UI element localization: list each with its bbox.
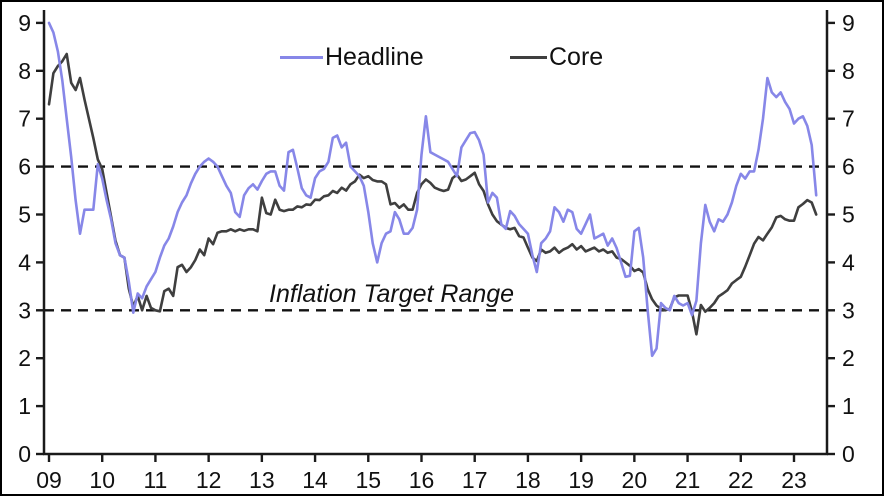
svg-text:7: 7: [18, 106, 31, 132]
core-line-swatch: [510, 55, 547, 59]
svg-text:6: 6: [842, 154, 855, 180]
svg-text:6: 6: [18, 154, 31, 180]
core-series-line: [47, 52, 818, 336]
svg-text:8: 8: [18, 58, 31, 84]
svg-text:0: 0: [18, 441, 31, 467]
svg-text:2: 2: [842, 345, 855, 371]
svg-text:16: 16: [409, 467, 435, 493]
headline-line-swatch: [280, 55, 323, 59]
svg-text:15: 15: [355, 467, 381, 493]
svg-text:20: 20: [622, 467, 648, 493]
svg-text:3: 3: [842, 297, 855, 323]
svg-text:17: 17: [462, 467, 488, 493]
svg-text:3: 3: [18, 297, 31, 323]
svg-text:8: 8: [842, 58, 855, 84]
svg-text:5: 5: [18, 202, 31, 228]
svg-text:12: 12: [196, 467, 222, 493]
svg-text:9: 9: [18, 10, 31, 36]
inflation-target-range-annotation: Inflation Target Range: [269, 280, 515, 308]
svg-text:2: 2: [18, 345, 31, 371]
legend-item-core: Core: [510, 42, 603, 72]
svg-text:10: 10: [89, 467, 115, 493]
headline-series-line: [47, 21, 818, 358]
svg-text:4: 4: [842, 249, 855, 275]
svg-text:5: 5: [842, 202, 855, 228]
svg-text:7: 7: [842, 106, 855, 132]
y-axis-left: 0 1 2 3 4 5 6 7 8 9: [18, 10, 44, 467]
svg-text:14: 14: [302, 467, 328, 493]
axes-spines: [42, 10, 829, 456]
svg-text:22: 22: [728, 467, 754, 493]
svg-text:19: 19: [568, 467, 594, 493]
svg-text:13: 13: [249, 467, 275, 493]
legend-label-core: Core: [549, 42, 604, 71]
svg-text:0: 0: [842, 441, 855, 467]
legend-item-headline: Headline: [280, 42, 424, 72]
svg-text:18: 18: [515, 467, 541, 493]
svg-text:9: 9: [842, 10, 855, 36]
svg-text:4: 4: [18, 249, 31, 275]
legend-label-headline: Headline: [325, 42, 424, 71]
svg-text:1: 1: [18, 393, 31, 419]
target-range-lines: [44, 165, 827, 312]
svg-text:09: 09: [36, 467, 62, 493]
y-axis-right: 0 1 2 3 4 5 6 7 8 9: [827, 10, 855, 467]
svg-text:1: 1: [842, 393, 855, 419]
svg-text:11: 11: [143, 467, 167, 493]
svg-text:21: 21: [675, 467, 701, 493]
svg-text:23: 23: [781, 467, 807, 493]
x-axis: 09 10 11 12 13 14 15 16 17 18 19 20 21 22 23: [36, 454, 807, 493]
